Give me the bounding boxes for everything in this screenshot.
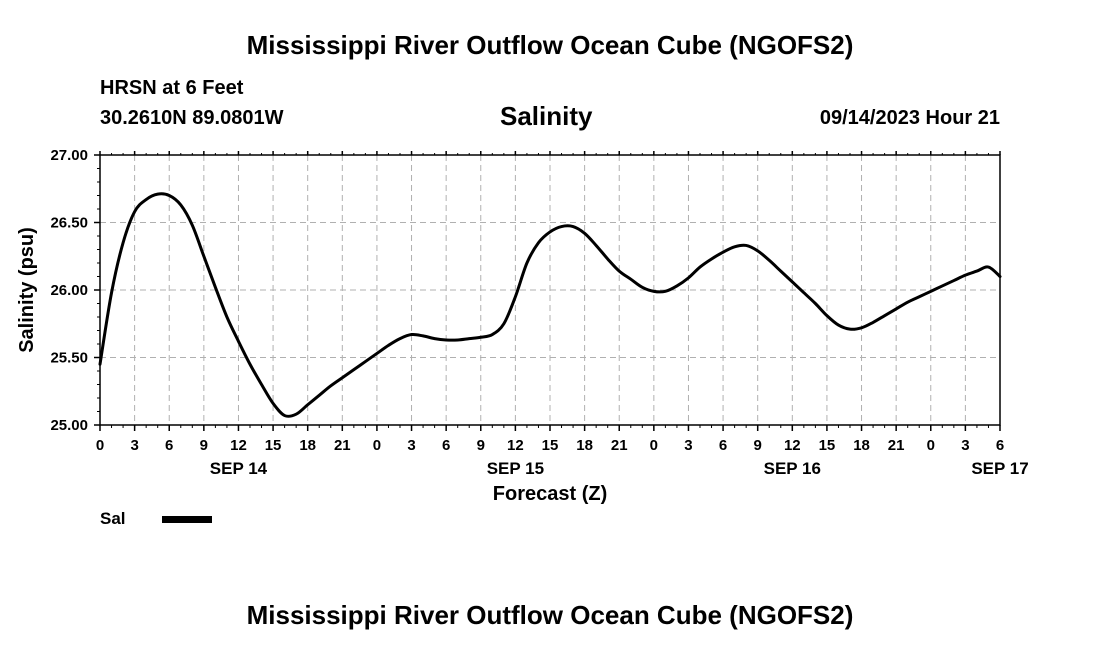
y-tick-label: 25.00: [50, 417, 88, 434]
x-tick-label: 12: [507, 437, 524, 454]
axis-ticks: [94, 151, 1001, 431]
x-tick-label: 6: [719, 437, 727, 454]
series-group: [98, 192, 1002, 418]
x-day-label: SEP 14: [210, 459, 268, 478]
x-tick-label: 3: [961, 437, 969, 454]
y-axis-label: Salinity (psu): [16, 227, 38, 353]
x-tick-label: 21: [888, 437, 905, 454]
x-day-label: SEP 16: [764, 459, 821, 478]
x-tick-labels: 0 3 6 9 12 15 18 21 0 3 6 9 12 15 18 21 0 3 6 9 12 15 18 21 0 3 6: [96, 437, 1004, 454]
forecast-datetime: 09/14/2023 Hour 21: [819, 107, 1000, 129]
x-tick-label: 3: [130, 437, 138, 454]
grid-lines: [100, 155, 1000, 425]
x-tick-label: 9: [200, 437, 208, 454]
x-day-label: SEP 15: [487, 459, 544, 478]
x-tick-label: 18: [299, 437, 316, 454]
page-title: Mississippi River Outflow Ocean Cube (NG…: [246, 30, 854, 60]
y-tick-label: 27.00: [50, 147, 88, 164]
y-tick-label: 25.50: [50, 350, 88, 367]
series-line-sal: [98, 192, 1002, 418]
x-tick-label: 6: [442, 437, 450, 454]
y-tick-labels: 25.00 25.50 26.00 26.50 27.00: [50, 147, 88, 434]
x-tick-label: 6: [165, 437, 173, 454]
station-name: HRSN at 6 Feet: [100, 77, 244, 99]
legend-line-swatch: [162, 516, 212, 523]
x-tick-label: 18: [853, 437, 870, 454]
x-tick-label: 15: [265, 437, 282, 454]
x-day-label: SEP 17: [971, 459, 1028, 478]
x-tick-label: 15: [819, 437, 836, 454]
x-tick-label: 21: [611, 437, 628, 454]
x-tick-label: 12: [230, 437, 247, 454]
footer-title: Mississippi River Outflow Ocean Cube (NG…: [246, 600, 854, 630]
x-tick-label: 15: [542, 437, 559, 454]
y-tick-label: 26.50: [50, 215, 88, 232]
x-tick-label: 0: [927, 437, 935, 454]
y-tick-label: 26.00: [50, 282, 88, 299]
x-tick-label: 21: [334, 437, 351, 454]
x-tick-label: 12: [784, 437, 801, 454]
x-tick-label: 0: [650, 437, 658, 454]
x-axis-label: Forecast (Z): [493, 483, 607, 505]
x-tick-label: 3: [407, 437, 415, 454]
x-tick-label: 9: [477, 437, 485, 454]
x-tick-label: 18: [576, 437, 593, 454]
chart-title: Salinity: [500, 101, 593, 131]
x-tick-label: 6: [996, 437, 1004, 454]
legend-label: Sal: [100, 509, 126, 528]
station-coordinates: 30.2610N 89.0801W: [100, 107, 284, 129]
x-tick-label: 9: [754, 437, 762, 454]
x-tick-label: 0: [96, 437, 104, 454]
x-tick-label: 3: [684, 437, 692, 454]
x-tick-label: 0: [373, 437, 381, 454]
x-day-labels: SEP 14 SEP 15 SEP 16 SEP 17: [210, 459, 1029, 478]
